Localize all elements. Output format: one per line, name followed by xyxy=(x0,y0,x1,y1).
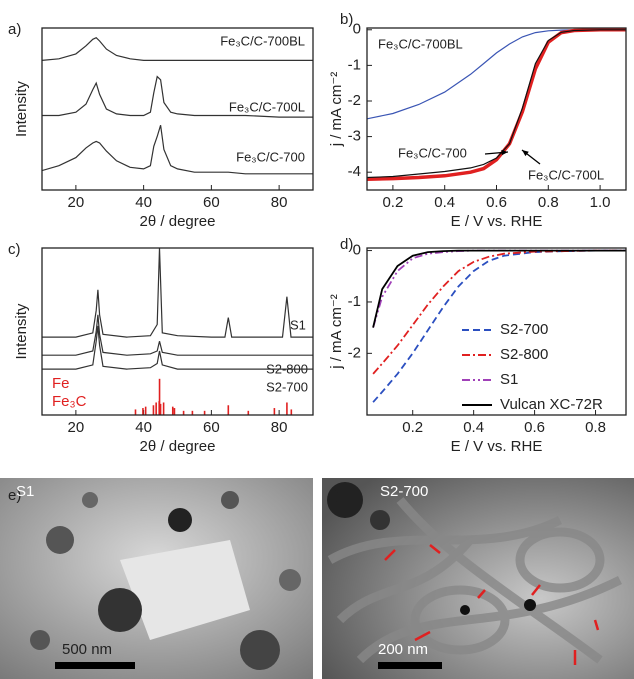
plot-frame xyxy=(366,27,627,191)
y-tick-label: -2 xyxy=(348,344,361,361)
y-tick-label: 0 xyxy=(353,21,361,38)
x-tick-label: 0.8 xyxy=(538,194,559,211)
x-tick-label: 60 xyxy=(203,194,220,211)
x-axis-title: 2θ / degree xyxy=(140,438,216,455)
reference-label: Fe₃C xyxy=(52,393,87,410)
series-label: Fe₃C/C-700L xyxy=(229,99,305,114)
panel-label: a) xyxy=(8,21,21,38)
x-tick-label: 40 xyxy=(135,419,152,436)
series-line xyxy=(367,29,626,179)
panel-label: f) xyxy=(330,487,339,504)
plot-frame xyxy=(41,27,314,191)
y-tick-label: -4 xyxy=(348,163,361,180)
tem-image-e xyxy=(0,478,313,679)
x-tick-label: 1.0 xyxy=(590,194,611,211)
x-tick-label: 20 xyxy=(68,194,85,211)
series-line xyxy=(42,314,313,356)
series-label: Fe₃C/C-700BL xyxy=(220,33,305,48)
x-axis-title: 2θ / degree xyxy=(140,213,216,230)
image-label: S2-700 xyxy=(380,483,428,500)
panel-label: d) xyxy=(340,236,353,253)
x-tick-label: 0.4 xyxy=(463,419,484,436)
legend-label: S2-700 xyxy=(500,321,548,338)
x-tick-label: 0.2 xyxy=(382,194,403,211)
legend-label: Vulcan XC-72R xyxy=(500,396,603,413)
x-tick-label: 0.2 xyxy=(402,419,423,436)
x-tick-label: 60 xyxy=(203,419,220,436)
scale-bar xyxy=(378,662,442,669)
image-label: S1 xyxy=(16,483,34,500)
legend-label: S1 xyxy=(500,371,518,388)
series-label: Fe₃C/C-700 xyxy=(236,149,305,164)
legend-label: S2-800 xyxy=(500,346,548,363)
y-axis-title: Intensity xyxy=(13,81,30,137)
y-tick-label: -1 xyxy=(348,56,361,73)
x-tick-label: 40 xyxy=(135,194,152,211)
x-tick-label: 80 xyxy=(271,419,288,436)
series-line xyxy=(42,125,313,175)
y-axis-title: j / mA cm⁻² xyxy=(328,294,345,370)
x-tick-label: 80 xyxy=(271,194,288,211)
series-line xyxy=(372,249,626,328)
y-tick-label: -2 xyxy=(348,92,361,109)
x-tick-label: 0.6 xyxy=(524,419,545,436)
y-tick-label: -3 xyxy=(348,128,361,145)
series-line xyxy=(372,249,626,328)
series-label: S1 xyxy=(290,317,306,332)
plot-frame xyxy=(41,247,314,416)
panel-label: e) xyxy=(8,487,21,504)
x-axis-title: E / V vs. RHE xyxy=(451,438,543,455)
x-axis-title: E / V vs. RHE xyxy=(451,213,543,230)
panel-label: b) xyxy=(340,11,353,28)
y-tick-label: -1 xyxy=(348,293,361,310)
arrow-head xyxy=(501,149,508,156)
x-tick-label: 0.6 xyxy=(486,194,507,211)
reference-label: Fe xyxy=(52,375,70,392)
series-label: Fe₃C/C-700L xyxy=(528,167,604,182)
x-tick-label: 0.8 xyxy=(585,419,606,436)
x-tick-label: 0.4 xyxy=(434,194,455,211)
arrow-head xyxy=(522,150,529,157)
series-line xyxy=(42,325,313,370)
y-axis-title: Intensity xyxy=(13,303,30,359)
y-tick-label: 0 xyxy=(353,242,361,259)
scale-label: 500 nm xyxy=(62,641,112,658)
series-line xyxy=(42,36,313,61)
scale-bar xyxy=(55,662,135,669)
tem-image-f xyxy=(322,478,634,679)
y-axis-title: j / mA cm⁻² xyxy=(328,72,345,148)
series-line xyxy=(42,248,313,338)
series-line xyxy=(42,75,313,118)
series-label: Fe₃C/C-700BL xyxy=(378,36,463,51)
series-label: Fe₃C/C-700 xyxy=(398,145,467,160)
panel-label: c) xyxy=(8,241,21,258)
x-tick-label: 20 xyxy=(68,419,85,436)
scale-label: 200 nm xyxy=(378,641,428,658)
series-label: S2-700 xyxy=(266,379,308,394)
plot-frame xyxy=(366,247,627,416)
